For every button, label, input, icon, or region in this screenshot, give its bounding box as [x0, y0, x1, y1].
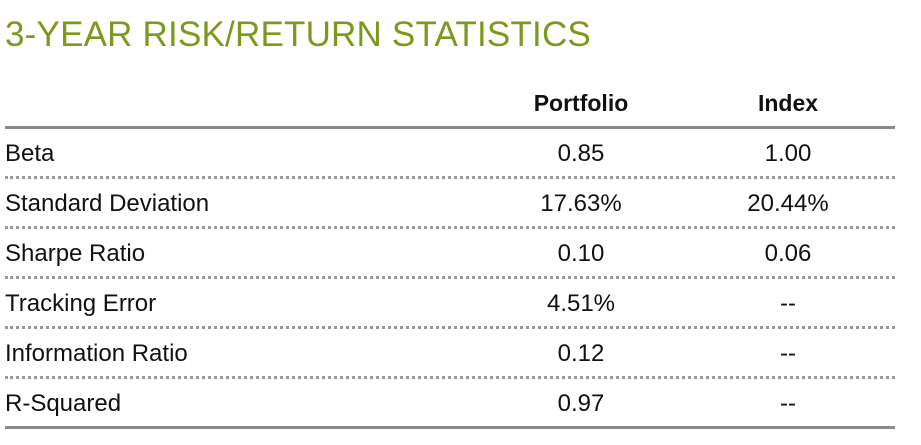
portfolio-value: 4.51% — [546, 290, 616, 317]
row-label: Standard Deviation — [5, 190, 210, 217]
index-value: 20.44% — [747, 190, 829, 217]
index-value: 0.06 — [764, 240, 812, 267]
portfolio-value: 0.85 — [557, 140, 605, 167]
row-label: Information Ratio — [5, 340, 188, 367]
index-value: -- — [780, 290, 796, 317]
portfolio-value: 17.63% — [540, 190, 622, 217]
portfolio-value: 0.12 — [557, 340, 605, 367]
index-column-header: Index — [757, 90, 819, 116]
table-header-row: Portfolio Index — [5, 80, 895, 129]
table-row: Sharpe Ratio 0.10 0.06 — [5, 229, 895, 279]
portfolio-value: 0.10 — [557, 240, 605, 267]
row-label: R-Squared — [5, 390, 122, 417]
portfolio-column-header: Portfolio — [533, 90, 629, 116]
page-title: 3-YEAR RISK/RETURN STATISTICS — [5, 15, 591, 54]
table-row: Tracking Error 4.51% -- — [5, 279, 895, 329]
row-label: Beta — [5, 140, 55, 167]
row-label: Sharpe Ratio — [5, 240, 146, 267]
table-row: R-Squared 0.97 -- — [5, 379, 895, 429]
table-row: Standard Deviation 17.63% 20.44% — [5, 179, 895, 229]
table-row: Information Ratio 0.12 -- — [5, 329, 895, 379]
table-row: Beta 0.85 1.00 — [5, 129, 895, 179]
index-value: -- — [780, 340, 796, 367]
risk-return-table: Portfolio Index Beta 0.85 1.00 Standard … — [5, 80, 895, 429]
row-label: Tracking Error — [5, 290, 157, 317]
index-value: 1.00 — [764, 140, 812, 167]
index-value: -- — [780, 390, 796, 417]
portfolio-value: 0.97 — [557, 390, 605, 417]
